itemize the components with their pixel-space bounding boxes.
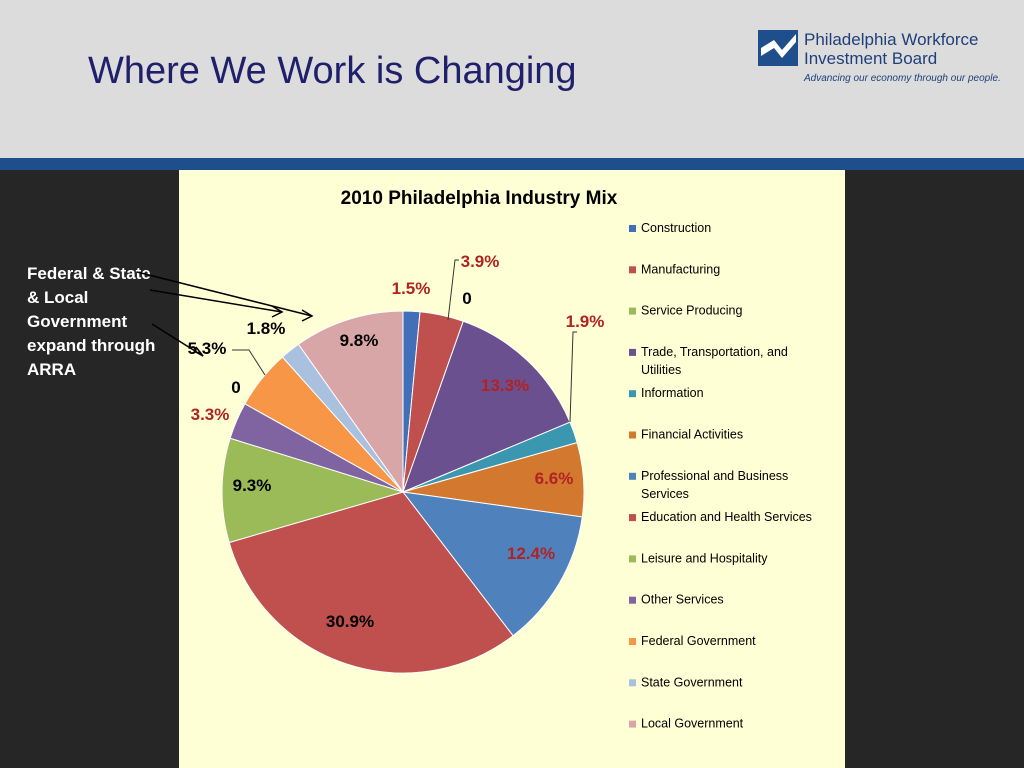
data-label-construction: 1.5%	[392, 279, 431, 298]
legend-label-state-government: State Government	[641, 675, 743, 689]
leader-line-manufacturing	[447, 259, 459, 321]
legend-label-other-services: Other Services	[641, 593, 724, 607]
slide-header: Where We Work is Changing Philadelphia W…	[0, 0, 1024, 158]
data-label-manufacturing: 3.9%	[461, 252, 500, 271]
logo-tagline: Advancing our economy through our people…	[804, 73, 1001, 84]
legend-item-state-government: State Government	[629, 675, 743, 689]
legend-swatch-federal-government	[629, 638, 636, 645]
legend-label-federal-government: Federal Government	[641, 634, 756, 648]
legend-label-service-producing: Service Producing	[641, 304, 742, 318]
pie-slice-education-and-health-services	[228, 491, 514, 674]
legend-item-trade-transportation-and-utilities: Trade, Transportation, and Utilities	[629, 345, 788, 377]
legend-label-construction: Construction	[641, 221, 711, 235]
legend-swatch-manufacturing	[629, 266, 636, 274]
legend-item-local-government: Local Government	[629, 717, 744, 731]
legend-swatch-financial-activities	[629, 431, 636, 439]
legend-swatch-construction	[629, 225, 636, 232]
legend-item-financial-activities: Financial Activities	[629, 428, 743, 442]
legend-swatch-service-producing	[629, 307, 636, 315]
legend-label-information: Information	[641, 386, 704, 400]
legend-swatch-local-government	[629, 720, 636, 728]
legend-item-federal-government: Federal Government	[629, 634, 756, 648]
pie-chart: 2010 Philadelphia Industry Mix 1.5% 3.9% 0…	[188, 188, 812, 731]
data-label-local-government: 9.8%	[340, 331, 379, 350]
leader-line-information	[569, 331, 577, 423]
pie-slice-local-government	[297, 310, 404, 494]
legend-label-education-and-health-services: Education and Health Services	[641, 510, 812, 524]
legend-swatch-information	[629, 390, 636, 398]
legend-label-leisure-and-hospitality: Leisure and Hospitality	[641, 551, 768, 565]
data-label-professional-and-business-services: 12.4%	[507, 544, 555, 563]
pie-slice-professional-and-business-services	[401, 491, 583, 637]
data-label-leisure-and-hospitality: 9.3%	[233, 476, 272, 495]
legend-item-leisure-and-hospitality: Leisure and Hospitality	[629, 551, 768, 565]
legend-swatch-other-services	[629, 596, 636, 604]
chart-title: 2010 Philadelphia Industry Mix	[341, 188, 618, 209]
data-label-other-services: 3.3%	[191, 405, 230, 424]
arra-callout: Federal & State & Local Government expan…	[27, 264, 156, 379]
legend-item-information: Information	[629, 386, 704, 400]
data-label-federal-government: 5.3%	[188, 339, 227, 358]
logo-name-line2: Investment Board	[804, 49, 938, 68]
data-label-education-and-health-services: 30.9%	[326, 612, 374, 631]
data-label-extra-0: 0	[231, 378, 240, 397]
data-label-financial-activities: 6.6%	[535, 469, 574, 488]
pie-slice-leisure-and-hospitality	[221, 437, 405, 544]
legend-item-manufacturing: Manufacturing	[629, 262, 720, 276]
leader-line-federal-government	[232, 349, 266, 376]
legend-label-trade-transportation-and-utilities: Trade, Transportation, and Utilities	[641, 345, 788, 377]
legend-swatch-state-government	[629, 679, 636, 687]
accent-bar	[0, 158, 1024, 170]
legend-label-local-government: Local Government	[641, 717, 744, 731]
legend-label-financial-activities: Financial Activities	[641, 428, 743, 442]
data-label-trade-transportation-and-utilities: 13.3%	[481, 376, 529, 395]
page-title: Where We Work is Changing	[88, 50, 577, 92]
legend-label-professional-and-business-services: Professional and Business Services	[641, 469, 788, 501]
legend-swatch-leisure-and-hospitality	[629, 555, 636, 563]
pwib-logo-mark-icon	[758, 30, 798, 66]
logo-name-line1: Philadelphia Workforce	[804, 30, 979, 49]
legend-item-professional-and-business-services: Professional and Business Services	[629, 469, 788, 501]
legend-item-construction: Construction	[629, 221, 711, 235]
data-label-service-producing: 0	[462, 289, 471, 308]
pwib-logo: Philadelphia Workforce Investment Board …	[758, 28, 1018, 92]
legend-item-service-producing: Service Producing	[629, 304, 742, 318]
data-label-information: 1.9%	[566, 312, 605, 331]
legend-item-other-services: Other Services	[629, 593, 724, 607]
legend-item-education-and-health-services: Education and Health Services	[629, 510, 812, 524]
legend-swatch-professional-and-business-services	[629, 472, 636, 480]
legend-swatch-education-and-health-services	[629, 514, 636, 522]
data-label-state-government: 1.8%	[247, 319, 286, 338]
legend-swatch-trade-transportation-and-utilities	[629, 348, 636, 356]
pie-slice-trade-transportation-and-utilities	[402, 320, 571, 493]
chart-panel: 2010 Philadelphia Industry Mix 1.5% 3.9% 0…	[179, 170, 845, 768]
legend-label-manufacturing: Manufacturing	[641, 262, 720, 276]
